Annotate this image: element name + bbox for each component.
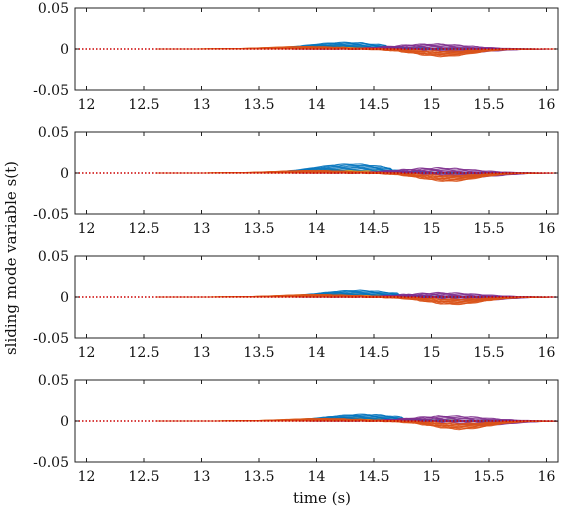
x-tick-label: 12 xyxy=(78,469,96,485)
y-tick-label: 0 xyxy=(60,42,69,58)
y-tick-label: -0.05 xyxy=(33,331,69,347)
x-axis-label: time (s) xyxy=(293,489,351,507)
y-tick-label: 0.05 xyxy=(38,1,69,17)
y-tick-label: 0.05 xyxy=(38,249,69,265)
subplot-4: 0.05 0 -0.05 12 12.5 13 13.5 14 14.5 15 15.5 16 xyxy=(33,373,559,485)
y-tick-label: 0 xyxy=(60,414,69,430)
x-tick-label: 12.5 xyxy=(128,345,159,361)
x-tick-label: 15 xyxy=(423,469,441,485)
x-tick-label: 16 xyxy=(538,345,556,361)
x-tick-label: 13.5 xyxy=(243,97,274,113)
x-tick-label: 15 xyxy=(423,97,441,113)
y-tick-label: -0.05 xyxy=(33,207,69,223)
x-tick-label: 15.5 xyxy=(473,345,504,361)
x-tick-label: 13 xyxy=(193,345,211,361)
y-tick-label: 0.05 xyxy=(38,373,69,389)
x-tick-label: 14 xyxy=(308,345,326,361)
x-tick-label: 12 xyxy=(78,97,96,113)
x-tick-label: 14.5 xyxy=(358,345,389,361)
subplot-1: 0.05 0 -0.05 12 12.5 13 13.5 14 14.5 15 15.5 16 xyxy=(33,1,559,113)
x-tick-label: 12 xyxy=(78,221,96,237)
x-tick-label: 14 xyxy=(308,469,326,485)
x-tick-label: 15 xyxy=(423,221,441,237)
subplot-4-data xyxy=(75,413,558,431)
subplot-2-data xyxy=(75,163,558,182)
y-tick-label: 0.05 xyxy=(38,125,69,141)
x-tick-label: 13 xyxy=(193,97,211,113)
x-tick-label: 12.5 xyxy=(128,97,159,113)
subplot-3-data xyxy=(75,289,558,306)
x-tick-label: 15.5 xyxy=(473,221,504,237)
y-tick-label: 0 xyxy=(60,166,69,182)
subplot-3: 0.05 0 -0.05 12 12.5 13 13.5 14 14.5 15 15.5 16 xyxy=(33,249,559,361)
y-axis-label: sliding mode variable s(t) xyxy=(2,161,20,355)
x-tick-label: 15 xyxy=(423,345,441,361)
y-tick-label: -0.05 xyxy=(33,83,69,99)
x-tick-label: 12.5 xyxy=(128,221,159,237)
x-tick-label: 14.5 xyxy=(358,469,389,485)
x-tick-label: 12 xyxy=(78,345,96,361)
subplot-2: 0.05 0 -0.05 12 12.5 13 13.5 14 14.5 15 15.5 16 xyxy=(33,125,559,237)
x-tick-label: 13.5 xyxy=(243,221,274,237)
x-tick-label: 14 xyxy=(308,221,326,237)
x-tick-label: 13 xyxy=(193,469,211,485)
x-tick-label: 13.5 xyxy=(243,469,274,485)
x-tick-label: 16 xyxy=(538,221,556,237)
x-tick-label: 16 xyxy=(538,97,556,113)
subplot-1-data xyxy=(75,41,558,58)
x-tick-label: 15.5 xyxy=(473,469,504,485)
x-tick-label: 12.5 xyxy=(128,469,159,485)
x-tick-label: 13.5 xyxy=(243,345,274,361)
x-tick-label: 13 xyxy=(193,221,211,237)
y-tick-label: 0 xyxy=(60,290,69,306)
x-tick-label: 14 xyxy=(308,97,326,113)
series-line xyxy=(155,48,558,58)
x-tick-label: 15.5 xyxy=(473,97,504,113)
x-tick-label: 14.5 xyxy=(358,221,389,237)
y-tick-label: -0.05 xyxy=(33,455,69,471)
x-tick-label: 14.5 xyxy=(358,97,389,113)
x-tick-label: 16 xyxy=(538,469,556,485)
